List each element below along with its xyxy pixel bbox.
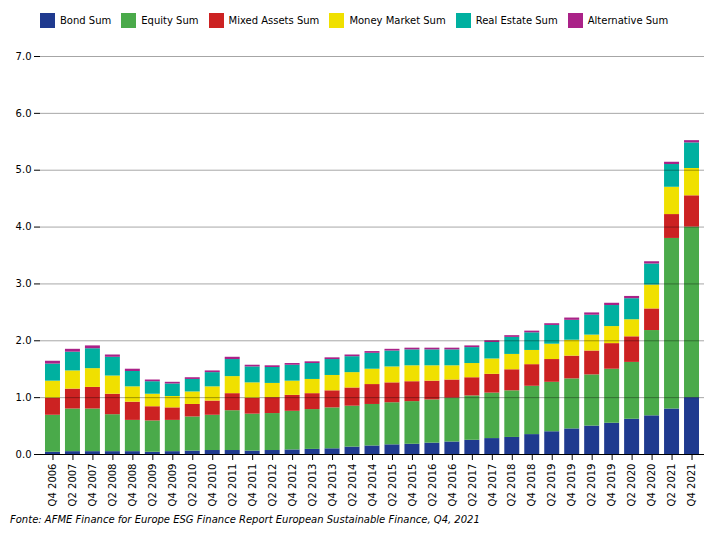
svg-text:Q4 2012: Q4 2012 bbox=[287, 464, 298, 507]
html-text:Mixed Assets Sum: Mixed Assets Sum bbox=[228, 15, 320, 26]
svg-text:Q2 2016: Q2 2016 bbox=[427, 464, 438, 507]
svg-text:Q2 2007: Q2 2007 bbox=[67, 464, 78, 507]
svg-text:Q4 2006: Q4 2006 bbox=[47, 464, 58, 507]
svg-text:5.0: 5.0 bbox=[16, 164, 32, 175]
svg-text:Q4 2015: Q4 2015 bbox=[407, 464, 418, 507]
html-text:Alternative Sum: Alternative Sum bbox=[587, 15, 669, 26]
svg-text:Q2 2011: Q2 2011 bbox=[227, 464, 238, 507]
svg-text:Q2 2015: Q2 2015 bbox=[387, 464, 398, 507]
svg-text:7.0: 7.0 bbox=[16, 51, 32, 62]
svg-text:Q4 2008: Q4 2008 bbox=[127, 464, 138, 507]
svg-text:Q2 2019: Q2 2019 bbox=[586, 464, 597, 507]
svg-text:Q4 2019: Q4 2019 bbox=[606, 464, 617, 507]
svg-text:Q4 2021: Q4 2021 bbox=[686, 464, 697, 507]
svg-text:Q4 2013: Q4 2013 bbox=[327, 464, 338, 507]
html-text:Bond Sum: Bond Sum bbox=[60, 15, 112, 26]
svg-text:3.0: 3.0 bbox=[16, 278, 32, 289]
svg-text:Q2 2008: Q2 2008 bbox=[107, 464, 118, 507]
html-text:Real Estate Sum: Real Estate Sum bbox=[475, 15, 558, 26]
svg-text:Q4 2020: Q4 2020 bbox=[646, 464, 657, 507]
html-text:Equity Sum: Equity Sum bbox=[141, 15, 199, 26]
svg-text:Q4 2007: Q4 2007 bbox=[87, 464, 98, 507]
svg-text:Q4 2017: Q4 2017 bbox=[487, 464, 498, 507]
svg-text:1.0: 1.0 bbox=[16, 392, 32, 403]
svg-text:Q2 2018: Q2 2018 bbox=[506, 464, 517, 507]
svg-text:Q2 2012: Q2 2012 bbox=[267, 464, 278, 507]
svg-text:Q4 2014: Q4 2014 bbox=[367, 464, 378, 507]
svg-text:Q4 2009: Q4 2009 bbox=[167, 464, 178, 507]
svg-text:Q4 2018: Q4 2018 bbox=[526, 464, 537, 507]
svg-text:Q2 2019: Q2 2019 bbox=[546, 464, 557, 507]
svg-text:Q2 2017: Q2 2017 bbox=[467, 464, 478, 507]
svg-text:Q2 2021: Q2 2021 bbox=[666, 464, 677, 507]
svg-text:Q2 2010: Q2 2010 bbox=[187, 464, 198, 507]
svg-text:Q4 2011: Q4 2011 bbox=[247, 464, 258, 507]
svg-text:Q2 2009: Q2 2009 bbox=[147, 464, 158, 507]
html-text:Fonte: AFME Finance for Europe: Fonte: AFME Finance for Europe ESG Finan… bbox=[10, 514, 480, 525]
svg-text:4.0: 4.0 bbox=[16, 221, 32, 232]
svg-text:Q2 2020: Q2 2020 bbox=[626, 464, 637, 507]
svg-text:6.0: 6.0 bbox=[16, 108, 32, 119]
svg-text:2.0: 2.0 bbox=[16, 335, 32, 346]
svg-text:Q4 2010: Q4 2010 bbox=[207, 464, 218, 507]
svg-text:Q2 2014: Q2 2014 bbox=[347, 464, 358, 507]
svg-text:Q4 2019: Q4 2019 bbox=[566, 464, 577, 507]
svg-text:0.0: 0.0 bbox=[16, 449, 32, 460]
svg-text:Q2 2013: Q2 2013 bbox=[307, 464, 318, 507]
svg-text:Q4 2016: Q4 2016 bbox=[447, 464, 458, 507]
html-text:Money Market Sum: Money Market Sum bbox=[349, 15, 446, 26]
